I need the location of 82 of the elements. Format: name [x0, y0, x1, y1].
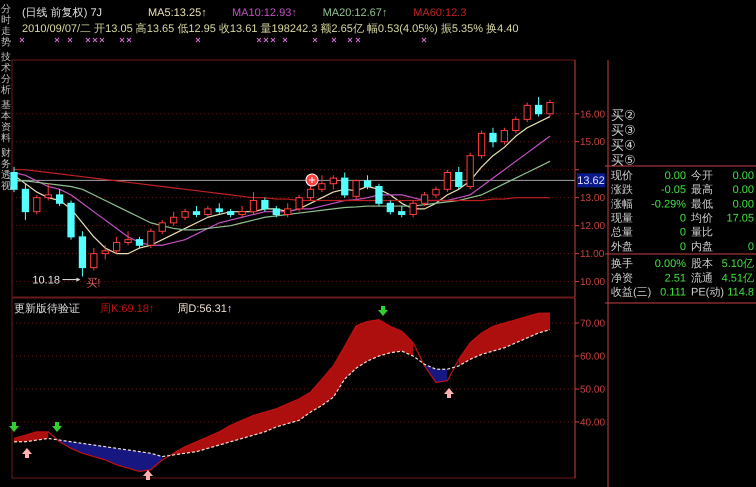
candlestick	[455, 166, 462, 190]
candlestick	[295, 194, 303, 212]
text: 分时走势	[1, 3, 11, 48]
candlestick	[192, 206, 200, 218]
candlestick	[318, 174, 326, 193]
y-tick-label: 13.00	[580, 193, 606, 204]
annotation: 10.18	[32, 274, 60, 286]
y-tick-label: 12.00	[580, 221, 606, 232]
text: 外盘 0 内盘 0	[611, 240, 754, 253]
candlestick	[524, 102, 531, 123]
candlestick	[410, 200, 417, 218]
y-tick-label: 70.00	[580, 318, 606, 330]
candlestick	[420, 192, 428, 207]
text: 收益(三) 0.111 PE(动) 114.8	[611, 286, 754, 298]
text: 涨跌 -0.05 最高 0.00	[611, 184, 754, 196]
text: 周D:56.31↑	[177, 302, 232, 315]
text: 涨幅 -0.29% 最低 0.00	[611, 198, 754, 210]
text: MA5:13.25↑	[148, 6, 207, 19]
text: MA10:12.93↑	[232, 6, 297, 19]
y-tick-label: 40.00	[580, 417, 606, 428]
candlestick	[444, 169, 451, 193]
candlestick	[124, 230, 132, 246]
candlestick	[261, 197, 269, 212]
text: 现价 0.00 今开 0.00	[611, 170, 754, 182]
candlestick	[204, 206, 212, 218]
candlestick	[546, 99, 554, 118]
text: 周K:69.18↑	[100, 302, 154, 315]
candlestick	[56, 188, 64, 207]
candlestick	[181, 208, 189, 221]
chart-title: (日线 前复权) 7J	[22, 6, 102, 19]
candlestick	[432, 186, 440, 198]
text: 买④	[611, 138, 636, 153]
candlestick	[500, 127, 508, 146]
candlestick	[33, 194, 40, 215]
y-tick-label: 10.00	[580, 277, 606, 288]
candlestick	[352, 179, 360, 200]
candlestick	[158, 220, 166, 235]
candlestick	[22, 183, 30, 221]
annotation: 技术分析	[0, 51, 11, 96]
candlestick	[216, 202, 223, 215]
candlestick	[364, 174, 372, 190]
candlestick	[238, 206, 246, 218]
text: 现量 0 均价 17.05	[611, 212, 754, 224]
candlestick	[489, 127, 497, 148]
candlestick	[398, 206, 406, 218]
candlestick	[136, 236, 144, 249]
chart-title: 更新版待验证	[14, 302, 80, 315]
candlestick	[512, 116, 520, 134]
y-tick-label: 15.00	[580, 137, 606, 148]
ref-line-label: 13.62	[577, 175, 605, 188]
text: 净资 2.51 流通 4.51亿	[611, 272, 754, 284]
candlestick	[44, 183, 52, 201]
candlestick	[306, 186, 314, 201]
text: 总量 0 量比	[611, 226, 713, 239]
candlestick	[90, 248, 98, 271]
text: MA60:12.3	[413, 6, 466, 19]
candlestick	[10, 166, 18, 193]
candlestick	[170, 211, 178, 226]
text: 买⑤	[611, 152, 636, 168]
text: 换手 0.00% 股本 5.10亿	[611, 258, 754, 270]
candlestick	[147, 228, 154, 249]
candlestick	[102, 244, 109, 260]
annotation: 基本资料	[1, 99, 11, 144]
y-tick-label: 16.00	[580, 109, 606, 120]
candlestick	[272, 206, 280, 218]
candlestick	[113, 236, 120, 254]
text: 买②	[611, 108, 636, 123]
y-tick-label: 11.00	[580, 249, 605, 260]
candlestick	[386, 200, 394, 215]
annotation: 买!	[86, 277, 100, 290]
candlestick	[284, 202, 292, 218]
candlestick	[330, 174, 337, 190]
text: 2010/09/07/二 开13.05 高13.65 低12.95 收13.61 量198242.3 额2.65亿 幅0.53(4.05%) 振5.35% 换4.40	[22, 22, 519, 35]
candlestick	[250, 192, 258, 215]
candlestick	[534, 96, 542, 118]
text: MA20:12.67↑	[322, 6, 388, 19]
candlestick	[375, 183, 383, 207]
text: 买③	[611, 122, 636, 138]
candlestick	[341, 172, 348, 198]
y-tick-label: 60.00	[580, 352, 606, 363]
candlestick	[478, 130, 486, 160]
y-tick-label: 50.00	[580, 384, 606, 396]
